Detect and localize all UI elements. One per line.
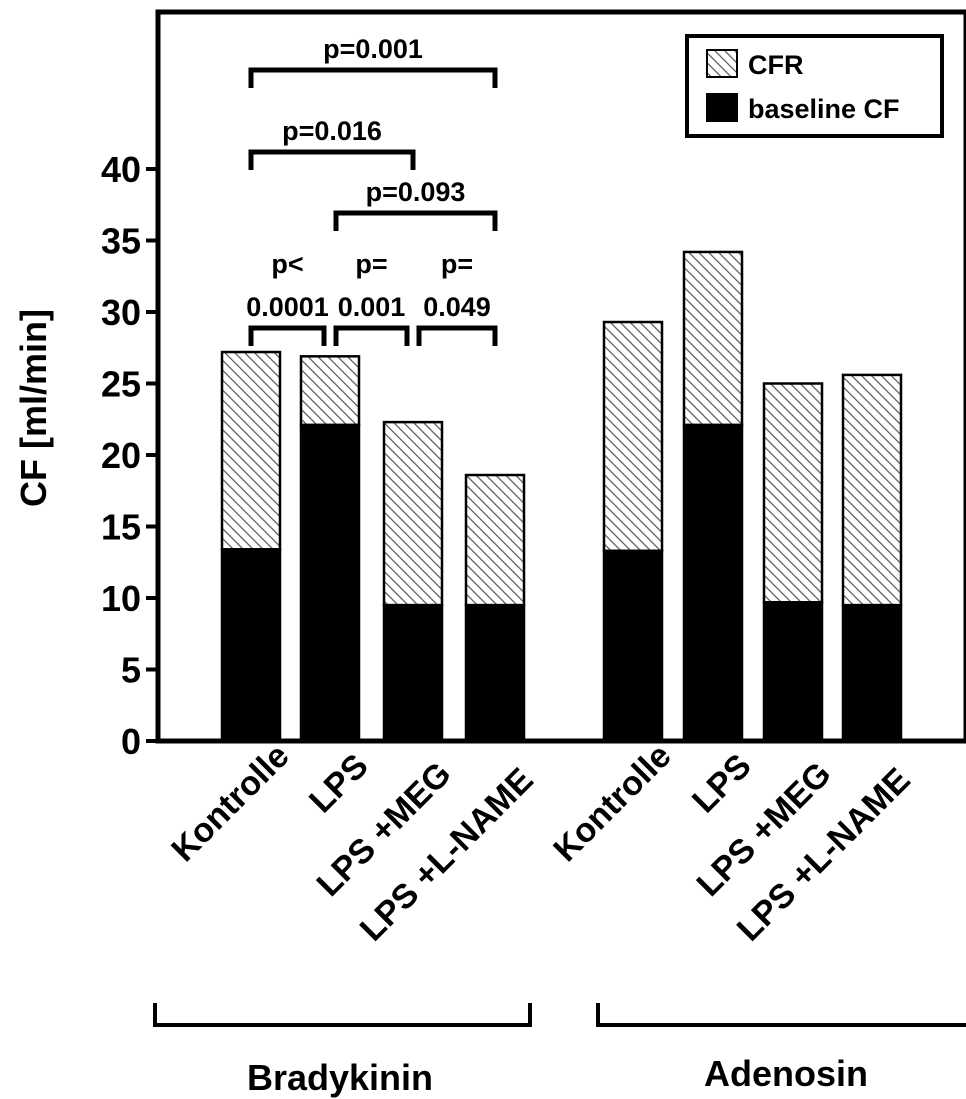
y-tick-label: 40 [101, 149, 141, 190]
p-value-label: p=0.001 [323, 34, 423, 64]
bar-baseline-cf [762, 601, 824, 743]
bar-baseline-cf [299, 423, 361, 743]
significance-bracket [333, 210, 498, 231]
bar-baseline-cf [220, 548, 282, 743]
bar-cfr [762, 382, 824, 604]
significance-bracket [248, 325, 327, 346]
p-value-label: p=0.093 [366, 177, 466, 207]
p-value-label: p= [355, 249, 387, 279]
group-bracket-adenosin: Adenosin [596, 1003, 966, 1094]
bar-cfr [382, 420, 444, 607]
bar-cfr [841, 373, 903, 607]
bar-baseline-cf [682, 423, 744, 743]
bars [220, 250, 903, 743]
y-tick-label: 20 [101, 435, 141, 476]
bar-cfr [464, 473, 526, 607]
y-tick-label: 15 [101, 507, 141, 548]
bar-cfr [602, 320, 664, 553]
p-value-label: p= [441, 249, 473, 279]
significance-brackets: p<0.0001p=0.001p=0.049p=0.093p=0.016p=0.… [246, 34, 498, 346]
category-label: Kontrolle [546, 737, 678, 869]
y-tick-label: 25 [101, 364, 141, 405]
bar-baseline-cf [382, 603, 444, 743]
bar-baseline-cf [464, 603, 526, 743]
y-tick-label: 30 [101, 292, 141, 333]
p-value-label: 0.049 [423, 292, 491, 322]
category-label: LPS [685, 747, 759, 821]
p-value-label: p=0.016 [282, 116, 382, 146]
significance-bracket [416, 325, 498, 346]
plot-frame [155, 9, 966, 744]
y-axis-label: CF [ml/min] [13, 309, 54, 507]
bar-baseline-cf [841, 603, 903, 743]
y-tick-label: 5 [121, 650, 141, 691]
group-label-adenosin: Adenosin [704, 1053, 868, 1094]
p-value-label: 0.001 [338, 292, 406, 322]
y-tick-label: 10 [101, 578, 141, 619]
p-value-label: p< [271, 249, 303, 279]
legend-label-baseline: baseline CF [748, 94, 900, 124]
bar-cfr [220, 350, 282, 551]
y-tick-label: 35 [101, 221, 141, 262]
p-value-label: 0.0001 [246, 292, 329, 322]
group-bracket-bradykinin: Bradykinin [153, 1003, 532, 1098]
legend: CFR baseline CF [685, 34, 944, 138]
category-label: Kontrolle [164, 737, 296, 869]
significance-bracket [248, 149, 416, 170]
group-label-bradykinin: Bradykinin [247, 1057, 433, 1098]
category-label: LPS [302, 747, 376, 821]
y-axis: 0 5 10 15 20 25 30 35 40 [101, 149, 160, 762]
bar-cfr [299, 355, 361, 427]
bar-baseline-cf [602, 549, 664, 743]
significance-bracket [333, 325, 410, 346]
y-tick-label: 0 [121, 721, 141, 762]
legend-swatch-baseline [706, 93, 738, 122]
significance-bracket [248, 67, 498, 88]
bar-cfr [682, 250, 744, 427]
legend-swatch-cfr [706, 49, 738, 78]
legend-label-cfr: CFR [748, 50, 804, 80]
